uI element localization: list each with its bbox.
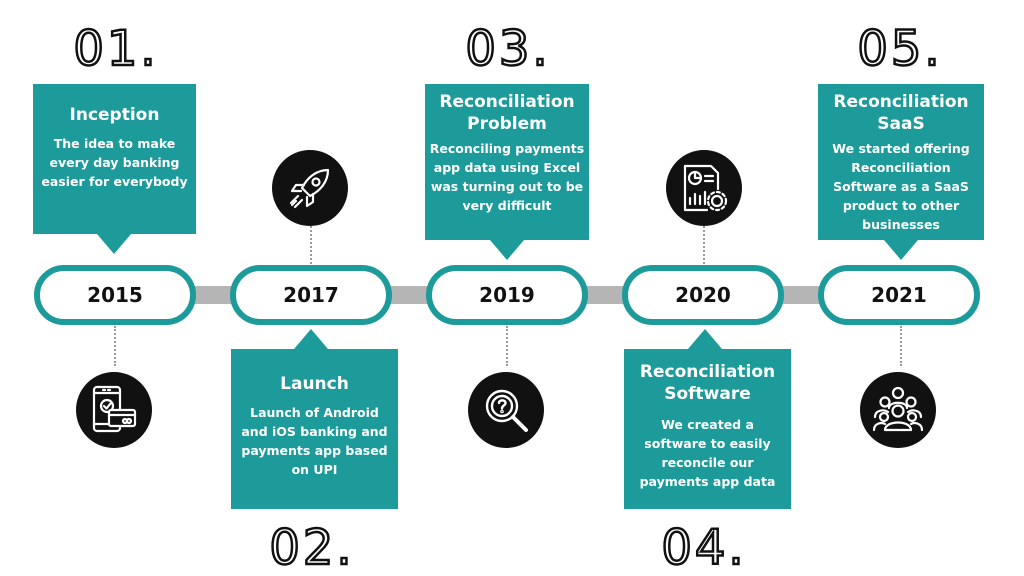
milestone-card-4: Reconciliation Software We created a sof…	[624, 349, 791, 509]
dotted-line	[703, 226, 705, 264]
dotted-line	[114, 326, 116, 366]
report-gear-icon	[683, 164, 728, 212]
year-label: 2019	[479, 283, 535, 307]
milestone-title: Launch	[280, 374, 349, 394]
callout-pointer	[490, 240, 524, 260]
rocket-icon	[289, 168, 330, 209]
year-label: 2021	[871, 283, 927, 307]
milestone-card-5: Reconciliation SaaS We started offering …	[818, 84, 984, 240]
milestone-number-2: 02.	[268, 520, 355, 576]
milestone-description: We created a software to easily reconcil…	[639, 417, 776, 489]
icon-circle-2	[272, 150, 348, 226]
milestone-title: Inception	[69, 105, 160, 125]
year-label: 2020	[675, 283, 731, 307]
timeline-connector	[586, 286, 624, 304]
people-group-icon	[872, 386, 924, 432]
milestone-number-4: 04.	[660, 520, 747, 576]
milestone-card-2: Launch Launch of Android and iOS banking…	[231, 349, 398, 509]
timeline-connector	[782, 286, 820, 304]
milestone-description: Reconciling payments app data using Exce…	[429, 141, 585, 213]
milestone-card-3: Reconciliation Problem Reconciling payme…	[425, 84, 589, 240]
icon-circle-4	[666, 150, 742, 226]
milestone-description: We started offering Reconciliation Softw…	[832, 141, 970, 232]
milestone-card-1: Inception The idea to make every day ban…	[33, 84, 196, 234]
year-label: 2017	[283, 283, 339, 307]
milestone-title: Reconciliation Software	[639, 362, 776, 404]
milestone-title: Reconciliation Problem	[439, 92, 575, 134]
year-pill-2015: 2015	[34, 265, 196, 325]
callout-pointer	[97, 234, 131, 254]
year-pill-2020: 2020	[622, 265, 784, 325]
dotted-line	[900, 326, 902, 366]
milestone-description: The idea to make every day banking easie…	[41, 136, 188, 189]
year-label: 2015	[87, 283, 143, 307]
milestone-number-5: 05.	[856, 21, 943, 77]
icon-circle-5	[860, 372, 936, 448]
milestone-number-3: 03.	[464, 21, 551, 77]
callout-pointer	[688, 329, 722, 349]
dotted-line	[310, 226, 312, 264]
milestone-number-1: 01.	[72, 21, 159, 77]
year-pill-2017: 2017	[230, 265, 392, 325]
year-pill-2021: 2021	[818, 265, 980, 325]
dotted-line	[506, 326, 508, 366]
milestone-description: Launch of Android and iOS banking and pa…	[241, 405, 388, 477]
callout-pointer	[294, 329, 328, 349]
magnifier-question-icon	[485, 389, 528, 432]
icon-circle-1	[76, 372, 152, 448]
milestone-title: Reconciliation SaaS	[833, 92, 969, 134]
callout-pointer	[884, 240, 918, 260]
year-pill-2019: 2019	[426, 265, 588, 325]
icon-circle-3	[468, 372, 544, 448]
timeline-connector	[390, 286, 428, 304]
timeline-connector	[194, 286, 232, 304]
mobile-payment-icon	[92, 385, 137, 433]
